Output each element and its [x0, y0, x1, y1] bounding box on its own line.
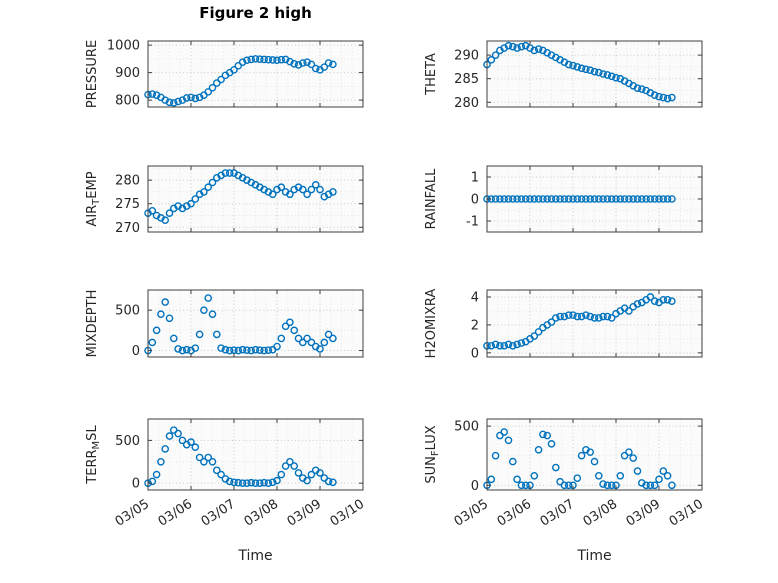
subplot-mixdepth: 0 500 MIXDEPTH [68, 282, 375, 369]
axes-box [147, 40, 364, 108]
y-tick-label: 4 [471, 290, 479, 305]
chart-terr_msl: 0 500 TERRMSL 03/05 03/06 03/07 03/08 03/09 03/1… [85, 418, 368, 530]
y-axis-label: AIRTEMP [85, 171, 102, 226]
chart-air_temp: 270 275 280 AIRTEMP [85, 165, 364, 236]
y-tick-label: 500 [454, 420, 479, 435]
gridlines [147, 290, 364, 357]
x-tick-label: 03/07 [538, 497, 578, 530]
tick-marks [486, 166, 703, 232]
y-tick-label: 280 [454, 96, 479, 111]
tick-marks [147, 419, 364, 490]
x-tick-label: 03/07 [199, 497, 239, 530]
chart-rainfall: -1 0 1 RAINFALL [424, 165, 703, 233]
x-tick-label: 03/06 [156, 497, 196, 530]
y-tick-label: 800 [115, 94, 140, 109]
y-axis-label: MIXDEPTH [85, 290, 100, 358]
x-tick-label: 03/08 [581, 497, 621, 530]
axes-box [486, 418, 703, 491]
data-points [144, 169, 337, 225]
data-points [144, 426, 337, 487]
chart-sun_flux: 0 500 SUNFLUX 03/05 03/06 03/07 03/08 03/09 03/1… [424, 418, 707, 530]
y-tick-label: 500 [115, 434, 140, 449]
y-tick-label: 0 [471, 346, 479, 361]
tick-marks [147, 290, 364, 357]
x-tick-label: 03/06 [495, 497, 535, 530]
y-tick-label: 0 [471, 193, 479, 208]
chart-h2omixra: 0 2 4 H2OMIXRA [424, 289, 703, 362]
axis-labels: 280 285 290 THETA [424, 49, 479, 111]
subplot-h2omixra: 0 2 4 H2OMIXRA [407, 282, 714, 369]
y-axis-label: PRESSURE [85, 40, 100, 108]
y-tick-label: 280 [115, 174, 140, 189]
data-points [483, 293, 676, 350]
chart-pressure: 800 900 1000 PRESSURE [85, 39, 364, 109]
x-tick-label: 03/09 [285, 497, 325, 530]
axis-labels: 270 275 280 AIRTEMP [85, 171, 140, 236]
subplot-pressure: 800 900 1000 PRESSURE [68, 33, 375, 119]
x-tick-label: 03/05 [113, 497, 153, 530]
figure-title: Figure 2 high [199, 4, 312, 22]
chart-theta: 280 285 290 THETA [424, 40, 703, 111]
y-tick-label: 285 [454, 72, 479, 87]
y-tick-label: 270 [115, 221, 140, 236]
subplot-rainfall: -1 0 1 RAINFALL [407, 158, 714, 244]
axes-box [486, 289, 703, 358]
gridlines [147, 166, 364, 232]
y-axis-label: TERRMSL [85, 425, 102, 485]
axes-box [147, 289, 364, 358]
y-tick-label: -1 [466, 215, 479, 230]
tick-marks [486, 41, 703, 107]
y-tick-label: 900 [115, 66, 140, 81]
gridlines [486, 419, 703, 490]
y-axis-label: RAINFALL [424, 168, 439, 229]
x-axis-label-left: Time [238, 548, 273, 564]
y-tick-label: 1000 [107, 39, 140, 54]
tick-marks [147, 41, 364, 107]
y-tick-label: 1 [471, 171, 479, 186]
data-points [483, 428, 676, 490]
axes-box [147, 418, 364, 491]
axis-labels: 0 2 4 H2OMIXRA [424, 289, 479, 362]
axis-labels: -1 0 1 RAINFALL [424, 168, 479, 230]
subplot-theta: 280 285 290 THETA [407, 33, 714, 119]
data-points [483, 195, 676, 203]
subplot-sun-flux: 0 500 SUNFLUX 03/05 03/06 03/07 03/08 03/09 03/1… [407, 411, 714, 572]
tick-marks [486, 419, 703, 490]
x-tick-label: 03/05 [452, 497, 492, 530]
chart-mixdepth: 0 500 MIXDEPTH [85, 289, 364, 359]
data-points [144, 55, 337, 107]
y-tick-label: 2 [471, 318, 479, 333]
x-tick-label: 03/08 [242, 497, 282, 530]
axis-labels: 800 900 1000 PRESSURE [85, 39, 140, 109]
x-tick-label: 03/10 [328, 497, 368, 530]
x-tick-label: 03/10 [667, 497, 707, 530]
y-axis-label: THETA [424, 53, 439, 96]
y-tick-label: 0 [471, 479, 479, 494]
y-tick-label: 0 [132, 477, 140, 492]
y-tick-label: 0 [132, 344, 140, 359]
y-axis-label: H2OMIXRA [424, 289, 439, 359]
y-tick-label: 275 [115, 197, 140, 212]
axis-labels: 0 500 MIXDEPTH [85, 290, 140, 359]
axes-box [147, 165, 364, 233]
tick-marks [147, 166, 364, 232]
x-axis-label-right: Time [577, 548, 612, 564]
subplot-air-temp: 270 275 280 AIRTEMP [68, 158, 375, 244]
subplot-terr-msl: 0 500 TERRMSL 03/05 03/06 03/07 03/08 03/09 03/1… [68, 411, 375, 572]
y-axis-label: SUNFLUX [424, 425, 441, 483]
x-tick-label: 03/09 [624, 497, 664, 530]
data-points [144, 294, 337, 355]
tick-marks [486, 290, 703, 357]
axes-box [486, 40, 703, 108]
y-tick-label: 290 [454, 49, 479, 64]
y-tick-label: 500 [115, 304, 140, 319]
